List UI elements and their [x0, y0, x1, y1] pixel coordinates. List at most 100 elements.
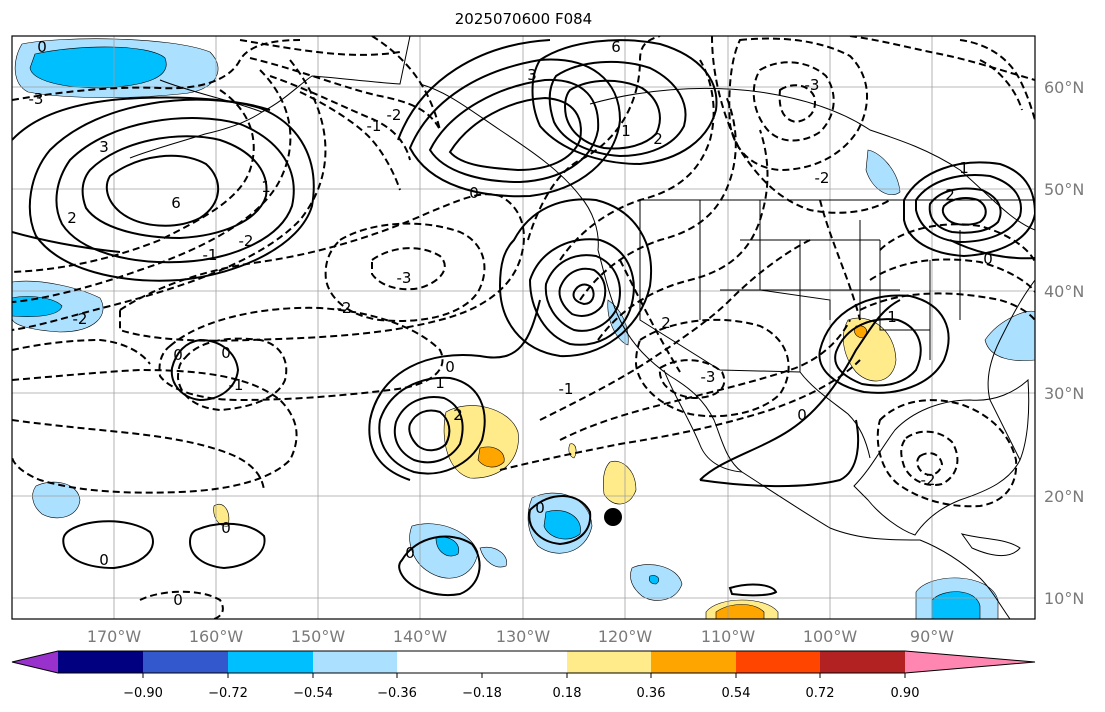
contour-label: -2	[921, 471, 936, 489]
contour-label: -3	[29, 90, 44, 108]
colorbar-segment	[905, 651, 1035, 673]
contour-label: 0	[221, 344, 231, 362]
contour-label: 0	[535, 499, 545, 517]
lon-label: 170°W	[87, 627, 142, 646]
contour-label: 0	[797, 406, 807, 424]
shade-cyan-560	[543, 510, 581, 540]
colorbar-tick-label: 0.72	[806, 686, 835, 701]
colorbar-segment	[567, 651, 653, 673]
contour-label: -2	[387, 106, 402, 124]
contour-label: 0	[405, 544, 415, 562]
colorbar-segment	[482, 651, 568, 673]
contour-label: -2	[337, 299, 352, 317]
lon-label: 120°W	[598, 627, 653, 646]
colorbar-tick-label: −0.54	[293, 686, 333, 701]
marker-dot	[604, 508, 622, 526]
lon-label: 160°W	[189, 627, 244, 646]
contour-label: -2	[73, 310, 88, 328]
contour-label: -1	[203, 246, 218, 264]
contour-label: 3	[99, 138, 109, 156]
lat-label: 50°N	[1044, 180, 1084, 199]
contour-label: 0	[173, 346, 183, 364]
colorbar-tick-label: −0.18	[462, 686, 502, 701]
contour-label: 6	[171, 194, 181, 212]
colorbar-tick-label: 0.18	[553, 686, 582, 701]
contour-label: -2	[815, 169, 830, 187]
contour-label: -1	[559, 380, 574, 398]
colorbar-outline	[11, 650, 1036, 674]
colorbar-segment	[58, 651, 144, 673]
lon-label: 110°W	[701, 627, 756, 646]
contour-label: 0	[469, 184, 479, 202]
colorbar-tick-label: −0.36	[377, 686, 417, 701]
shade-blue-hawaii-w	[32, 481, 81, 519]
contour-label: 6	[611, 38, 621, 56]
lon-label: 140°W	[393, 627, 448, 646]
contour-label: -1	[367, 117, 382, 135]
contour-label: 1	[959, 159, 969, 177]
shade-cyan-950	[931, 591, 981, 619]
colorbar-segment	[397, 651, 483, 673]
shade-blue-bc	[865, 149, 901, 196]
lon-label: 100°W	[803, 627, 858, 646]
contour-labels: 0 3 6 1 2 -3 -2 -1 0 6 3 2 1 -1 -2 -3 -2…	[29, 38, 993, 609]
shade-cyan-alaska	[29, 46, 167, 89]
contours-solid	[12, 39, 1035, 597]
lat-label: 20°N	[1044, 487, 1084, 506]
contour-label: 2	[661, 314, 671, 332]
colorbar: −0.90 −0.72 −0.54 −0.36 −0.18 0.18 0.36 …	[11, 650, 1036, 701]
colorbar-segment	[228, 651, 314, 673]
latitude-labels: 60°N 50°N 40°N 30°N 20°N 10°N	[1044, 78, 1084, 608]
colorbar-segment	[12, 651, 58, 673]
shade-blue-480	[479, 546, 507, 568]
colorbar-segment	[651, 651, 737, 673]
map-title: 2025070600 F084	[454, 10, 593, 28]
shade-cyan-440	[435, 536, 460, 557]
contour-label: 1	[435, 374, 445, 392]
map-frame	[11, 35, 1036, 620]
contour-label: -2	[239, 232, 254, 250]
lat-label: 10°N	[1044, 589, 1084, 608]
colorbar-segment	[143, 651, 229, 673]
colorbar-tick-label: 0.90	[891, 686, 920, 701]
contour-label: -3	[805, 76, 820, 94]
lat-label: 40°N	[1044, 282, 1084, 301]
contour-label: -3	[701, 368, 716, 386]
lon-label: 150°W	[291, 627, 346, 646]
lon-label: 90°W	[910, 627, 954, 646]
colorbar-tick-label: 0.36	[637, 686, 666, 701]
contour-label: 2	[453, 406, 463, 424]
colorbar-segment	[820, 651, 905, 673]
contour-label: 0	[173, 591, 183, 609]
colorbar-segment	[736, 651, 822, 673]
contour-label: 0	[221, 519, 231, 537]
contour-label: 2	[945, 186, 955, 204]
contour-label: 0	[445, 358, 455, 376]
colorbar-segment	[313, 651, 399, 673]
contour-label: 0	[37, 38, 47, 56]
colorbar-tick-label: −0.90	[123, 686, 163, 701]
contour-label: -1	[229, 376, 244, 394]
contour-label: 1	[621, 122, 631, 140]
contour-label: 0	[983, 250, 993, 268]
lat-label: 30°N	[1044, 384, 1084, 403]
shade-blue-east	[984, 310, 1035, 361]
contours-dashed	[12, 36, 1035, 619]
contour-label: 3	[527, 66, 537, 84]
colorbar-tick-label: −0.72	[208, 686, 248, 701]
contour-label: 1	[887, 308, 897, 326]
contour-label: -3	[397, 269, 412, 287]
shade-yellow-mexicooff	[602, 460, 637, 505]
shade-cyan-650	[648, 575, 660, 585]
colorbar-tick-label: 0.54	[722, 686, 751, 701]
shade-orange-eastpac	[477, 446, 505, 468]
lat-label: 60°N	[1044, 78, 1084, 97]
shade-yellow-hawaii	[213, 504, 230, 527]
contour-label: 2	[653, 130, 663, 148]
longitude-labels: 170°W 160°W 150°W 140°W 130°W 120°W 110°…	[87, 627, 954, 646]
contour-label: 2	[67, 209, 77, 227]
contour-label: 0	[99, 551, 109, 569]
lon-label: 130°W	[496, 627, 551, 646]
contour-label: 1	[261, 178, 271, 196]
